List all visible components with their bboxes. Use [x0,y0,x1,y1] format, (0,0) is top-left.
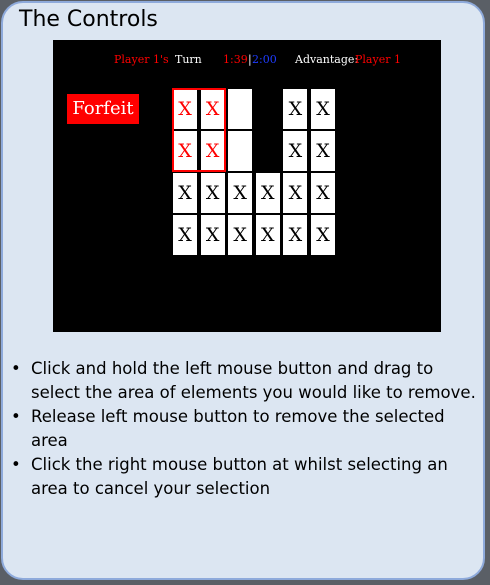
bullet-icon: • [11,407,21,426]
board-cell[interactable]: X [283,89,308,129]
board-cell[interactable]: X [311,89,335,129]
board-cell[interactable]: X [283,131,308,171]
instruction-text: Click and hold the left mouse button and… [31,359,476,402]
hud-advantage-label: Advantage: [295,53,359,66]
board-cell[interactable]: X [200,173,225,213]
board-cell[interactable]: X [228,215,253,255]
board-cell[interactable]: X [200,215,225,255]
board-cell[interactable]: X [311,131,335,171]
instruction-text: Click the right mouse button at whilst s… [31,455,448,498]
instruction-text: Release left mouse button to remove the … [31,407,445,450]
instruction-item: • Release left mouse button to remove the… [11,405,481,453]
hud-timer-blue: 2:00 [252,53,277,66]
hud-player-label: Player 1's [114,53,169,66]
board-cell[interactable]: X [173,215,197,255]
instruction-item: • Click the right mouse button at whilst … [11,453,481,501]
board-cell[interactable] [228,131,253,171]
board-cell[interactable] [228,89,253,129]
forfeit-button[interactable]: Forfeit [67,94,139,124]
board-cell[interactable]: X [255,173,280,213]
board-cell[interactable]: X [200,131,225,171]
hud-turn-label: Turn [175,53,202,66]
game-screenshot: Player 1's Turn 1:39 | 2:00 Advantage: P… [53,40,441,332]
hud-advantage-value: Player 1 [355,53,401,66]
instructions-list: • Click and hold the left mouse button an… [11,357,481,501]
board-cell[interactable]: X [283,215,308,255]
hud-timer-red: 1:39 [223,53,248,66]
board-cell[interactable]: X [255,215,280,255]
board-cell[interactable]: X [173,89,197,129]
hud-timer-separator: | [248,53,252,66]
bullet-icon: • [11,359,21,378]
controls-card: The Controls Player 1's Turn 1:39 | 2:00… [1,1,485,580]
board-cell[interactable]: X [228,173,253,213]
instruction-item: • Click and hold the left mouse button an… [11,357,481,405]
board-cell[interactable]: X [311,215,335,255]
board-cell[interactable]: X [283,173,308,213]
board-cell[interactable]: X [173,173,197,213]
board-cell[interactable]: X [200,89,225,129]
card-title: The Controls [19,7,158,32]
board-cell[interactable]: X [173,131,197,171]
board-cell[interactable]: X [311,173,335,213]
bullet-icon: • [11,455,21,474]
